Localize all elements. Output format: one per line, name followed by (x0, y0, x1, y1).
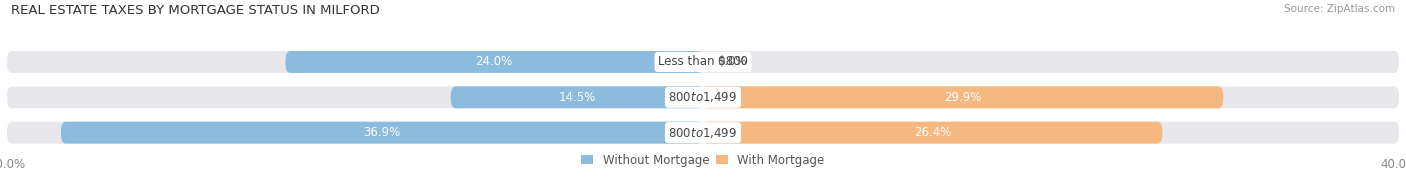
FancyBboxPatch shape (703, 86, 1223, 108)
FancyBboxPatch shape (7, 51, 1399, 73)
Text: $800 to $1,499: $800 to $1,499 (668, 126, 738, 140)
FancyBboxPatch shape (703, 122, 1163, 144)
Text: REAL ESTATE TAXES BY MORTGAGE STATUS IN MILFORD: REAL ESTATE TAXES BY MORTGAGE STATUS IN … (11, 4, 380, 17)
Text: 29.9%: 29.9% (945, 91, 981, 104)
Text: $800 to $1,499: $800 to $1,499 (668, 90, 738, 104)
FancyBboxPatch shape (451, 86, 703, 108)
FancyBboxPatch shape (7, 86, 1399, 108)
Legend: Without Mortgage, With Mortgage: Without Mortgage, With Mortgage (581, 153, 825, 167)
Text: 0.0%: 0.0% (717, 55, 747, 68)
Text: 14.5%: 14.5% (558, 91, 596, 104)
Text: Less than $800: Less than $800 (658, 55, 748, 68)
Text: Source: ZipAtlas.com: Source: ZipAtlas.com (1284, 4, 1395, 14)
FancyBboxPatch shape (7, 122, 1399, 144)
Text: 36.9%: 36.9% (363, 126, 401, 139)
Text: 26.4%: 26.4% (914, 126, 952, 139)
FancyBboxPatch shape (60, 122, 703, 144)
FancyBboxPatch shape (285, 51, 703, 73)
Text: 24.0%: 24.0% (475, 55, 513, 68)
